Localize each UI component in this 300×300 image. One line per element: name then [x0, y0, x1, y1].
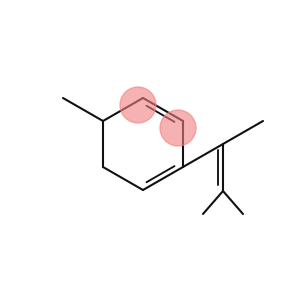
Circle shape: [120, 87, 156, 123]
Circle shape: [160, 110, 196, 146]
